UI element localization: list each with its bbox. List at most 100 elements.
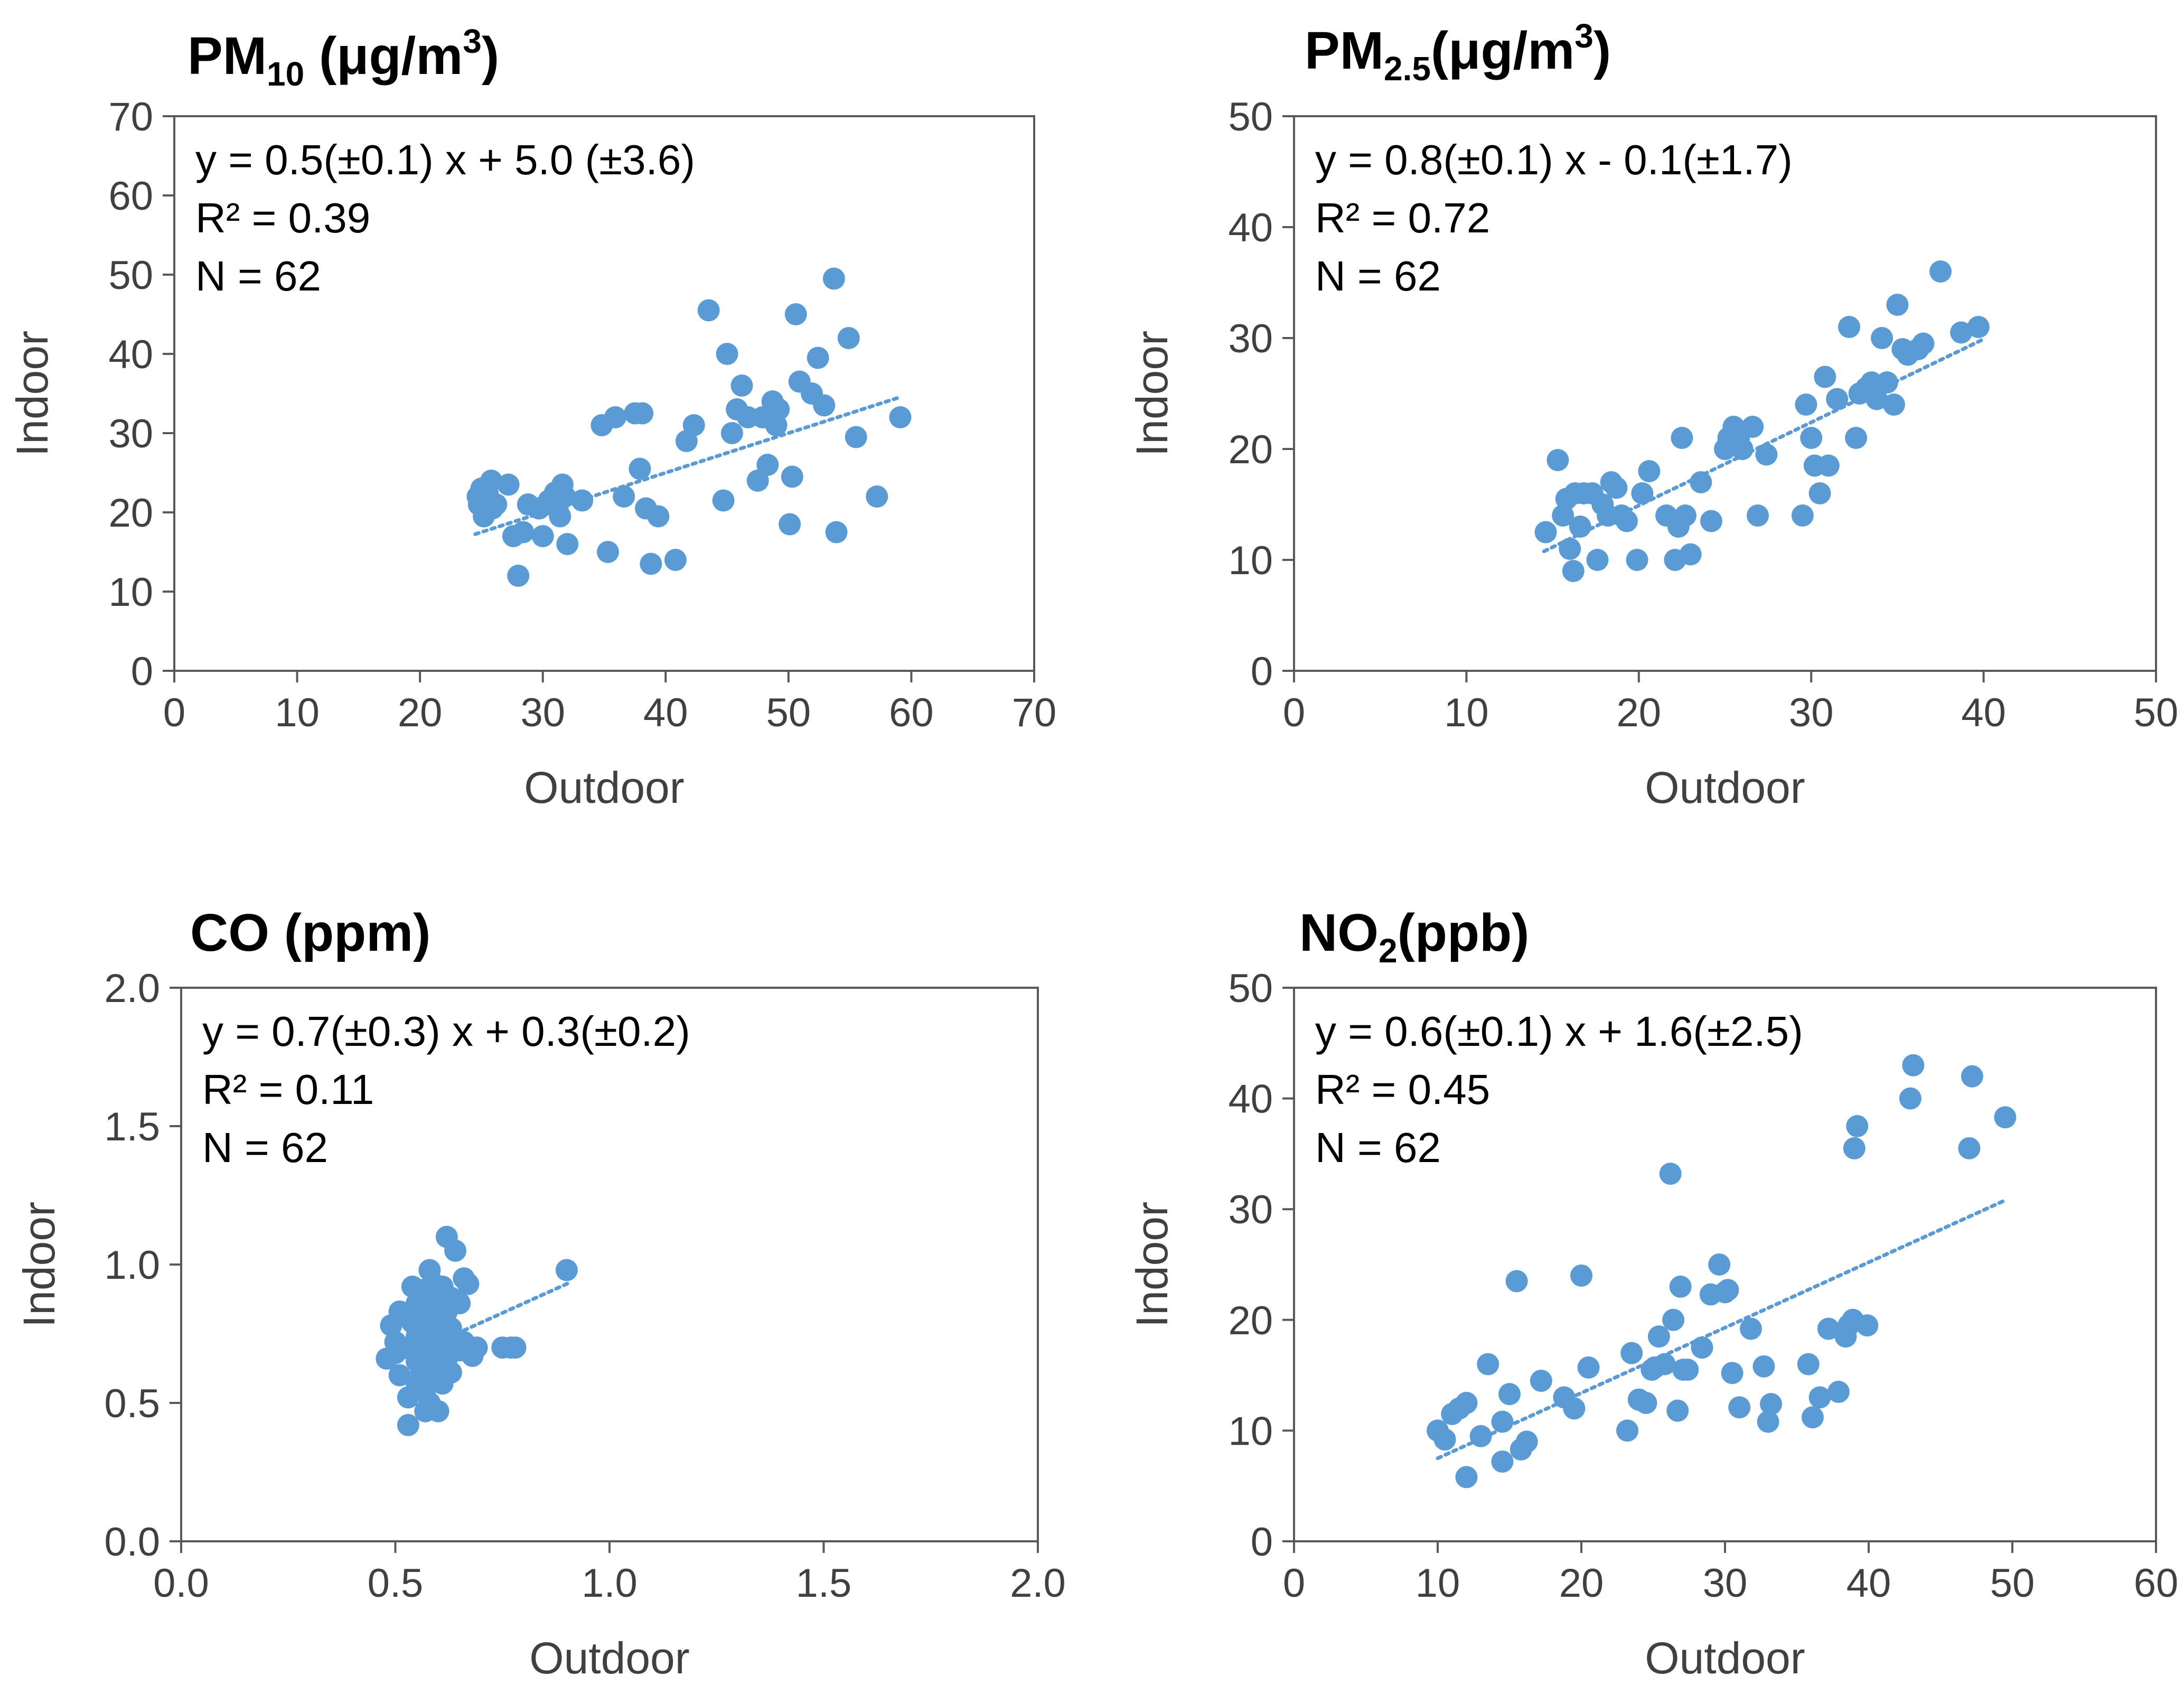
data-point bbox=[1808, 1386, 1831, 1409]
data-point bbox=[531, 525, 554, 547]
data-point bbox=[837, 327, 860, 349]
data-point bbox=[1662, 1308, 1685, 1331]
data-point bbox=[1635, 1392, 1657, 1414]
data-point bbox=[1826, 388, 1849, 410]
data-point bbox=[629, 457, 651, 480]
data-point bbox=[845, 426, 867, 448]
data-point bbox=[1530, 1370, 1552, 1392]
y-axis-label: Indoor bbox=[7, 331, 57, 456]
data-point bbox=[604, 406, 626, 428]
data-point bbox=[889, 406, 912, 428]
x-axis-label: Outdoor bbox=[1645, 1633, 1805, 1683]
chart-title: PM2.5(μg/m3) bbox=[1305, 17, 1611, 88]
trendline bbox=[1436, 1198, 2007, 1460]
regression-annotation: R² = 0.72 bbox=[1315, 194, 1490, 241]
data-point bbox=[825, 521, 848, 544]
data-point bbox=[1797, 1353, 1820, 1375]
title-superscript: 3 bbox=[1574, 17, 1594, 55]
data-point bbox=[571, 489, 594, 512]
y-tick-label: 1.5 bbox=[104, 1104, 160, 1149]
title-main: CO (ppm) bbox=[190, 903, 430, 962]
data-point bbox=[1659, 1163, 1682, 1185]
title-subscript: 10 bbox=[267, 55, 304, 93]
data-point bbox=[470, 478, 493, 500]
plot-frame bbox=[1293, 115, 2157, 672]
data-point bbox=[1817, 454, 1840, 477]
regression-annotation: y = 0.7(±0.3) x + 0.3(±0.2) bbox=[202, 1008, 690, 1055]
y-tick-label: 40 bbox=[1228, 205, 1273, 250]
data-point bbox=[1708, 1253, 1731, 1276]
data-point bbox=[807, 347, 829, 369]
data-point bbox=[1846, 1115, 1869, 1137]
y-axis-label: Indoor bbox=[14, 1202, 64, 1327]
data-point bbox=[1752, 1355, 1775, 1378]
data-point bbox=[1912, 332, 1935, 355]
x-tick-label: 0.0 bbox=[153, 1561, 209, 1606]
data-point bbox=[1563, 1397, 1586, 1420]
y-tick-label: 20 bbox=[1228, 1298, 1273, 1343]
data-point bbox=[596, 541, 619, 563]
y-tick-label: 0 bbox=[131, 649, 153, 694]
data-point bbox=[1505, 1270, 1528, 1293]
regression-annotation: N = 62 bbox=[1315, 1124, 1441, 1171]
y-tick-label: 0.0 bbox=[104, 1520, 160, 1565]
data-point bbox=[697, 299, 720, 322]
regression-annotation: y = 0.8(±0.1) x - 0.1(±1.7) bbox=[1315, 136, 1793, 183]
data-point bbox=[397, 1413, 419, 1436]
y-tick-label: 10 bbox=[1228, 538, 1273, 583]
data-point bbox=[556, 533, 579, 555]
x-tick-label: 50 bbox=[766, 690, 811, 735]
data-point bbox=[1569, 516, 1591, 538]
title-unit: (μg/m bbox=[304, 26, 463, 86]
data-point bbox=[554, 485, 576, 508]
x-tick-label: 0 bbox=[163, 690, 185, 735]
data-point bbox=[1477, 1353, 1499, 1375]
data-point bbox=[1950, 321, 1973, 344]
regression-annotation: R² = 0.45 bbox=[1315, 1066, 1490, 1113]
y-tick-label: 20 bbox=[108, 491, 153, 536]
x-tick-label: 0 bbox=[1283, 1561, 1305, 1606]
data-point bbox=[1626, 549, 1648, 571]
data-point bbox=[1795, 394, 1817, 416]
x-tick-label: 1.0 bbox=[582, 1561, 638, 1606]
title-subscript: 2 bbox=[1379, 932, 1398, 970]
data-point bbox=[1866, 388, 1888, 410]
data-point bbox=[1515, 1430, 1538, 1453]
data-point bbox=[1728, 1396, 1751, 1419]
data-point bbox=[457, 1272, 480, 1295]
data-point bbox=[784, 303, 807, 325]
regression-annotation: R² = 0.11 bbox=[202, 1066, 374, 1113]
regression-annotation: R² = 0.39 bbox=[195, 194, 370, 241]
data-point bbox=[1860, 371, 1883, 394]
data-point bbox=[1838, 316, 1861, 338]
data-point bbox=[1929, 260, 1952, 283]
y-tick-label: 30 bbox=[108, 411, 153, 456]
y-tick-label: 50 bbox=[1228, 966, 1273, 1011]
x-tick-label: 50 bbox=[1990, 1561, 2035, 1606]
data-point bbox=[1691, 1336, 1713, 1359]
y-tick-label: 60 bbox=[108, 174, 153, 219]
data-point bbox=[1669, 1275, 1692, 1298]
data-point bbox=[767, 398, 790, 420]
x-tick-label: 60 bbox=[889, 690, 934, 735]
data-point bbox=[1817, 1317, 1840, 1340]
x-tick-label: 40 bbox=[1846, 1561, 1891, 1606]
data-point bbox=[1845, 427, 1868, 449]
regression-annotation: y = 0.5(±0.1) x + 5.0 (±3.6) bbox=[195, 136, 695, 183]
data-point bbox=[1534, 521, 1557, 544]
data-point bbox=[813, 394, 836, 417]
data-point bbox=[1856, 1314, 1879, 1337]
y-tick-label: 30 bbox=[1228, 1187, 1273, 1232]
x-tick-label: 70 bbox=[1012, 690, 1057, 735]
data-point bbox=[640, 553, 662, 575]
data-point bbox=[1605, 476, 1628, 499]
chart-title: PM10 (μg/m3) bbox=[188, 22, 499, 93]
data-point bbox=[1899, 1087, 1921, 1110]
x-tick-label: 20 bbox=[1559, 1561, 1604, 1606]
data-point bbox=[1967, 316, 1990, 338]
x-tick-label: 0 bbox=[1283, 690, 1305, 735]
data-point bbox=[1577, 1356, 1600, 1379]
data-point bbox=[1491, 1410, 1514, 1433]
data-point bbox=[507, 565, 530, 587]
